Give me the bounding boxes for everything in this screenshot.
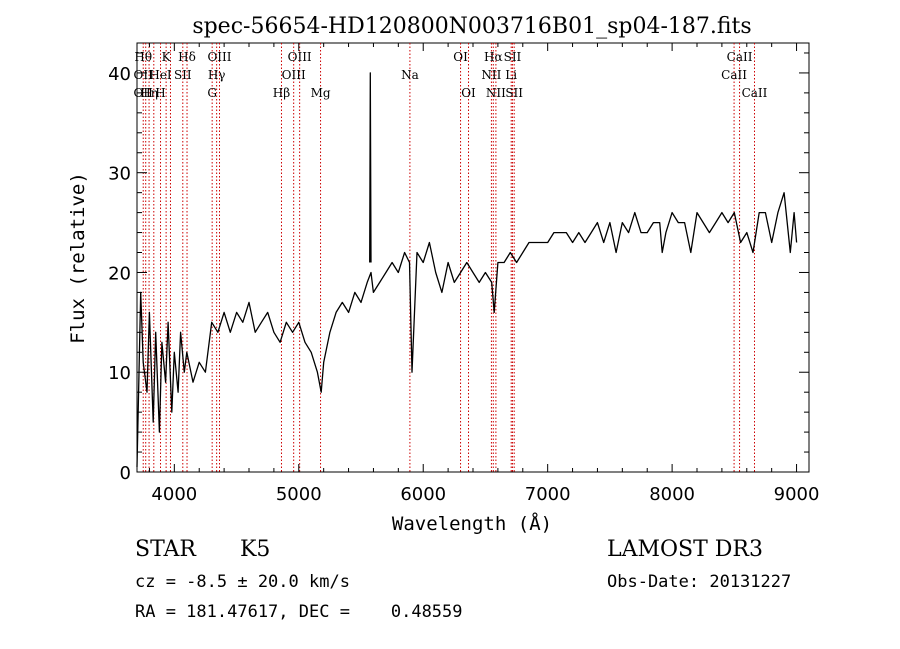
emission-line-markers [142,43,755,472]
line-marker-label: SII [504,50,522,64]
line-marker-label: Na [401,68,419,82]
x-tick-label: 7000 [525,484,571,505]
y-tick-label: 30 [108,164,131,185]
line-marker-label: Hβ [273,86,290,100]
x-tick-label: 6000 [400,484,446,505]
x-axis-label: Wavelength (Å) [392,512,552,535]
survey-name: LAMOST DR3 [607,537,763,562]
line-marker-label: OII [134,68,154,82]
y-tick-label: 10 [108,363,131,384]
line-marker-label: OII [134,86,154,100]
object-class: STAR [135,537,196,562]
line-marker-label: CaII [721,68,747,82]
line-marker-label: OI [453,50,468,64]
y-axis: 0 10 20 30 40 [108,52,809,484]
line-marker-label: Li [505,68,517,82]
x-tick-label: 5000 [276,484,322,505]
line-marker-label: G [207,86,217,100]
line-marker-label: SII [174,68,192,82]
line-marker-label: OIII [282,68,306,82]
emission-line-labels: HθOIIOIIHηHeIHKSIIHδGHγOIIIHβOIIIOIIIMgN… [134,50,768,100]
line-marker-label: Hα [484,50,503,64]
line-marker-label: H [155,86,165,100]
y-axis-label: Flux (relative) [67,172,89,344]
line-marker-label: CaII [742,86,768,100]
plot-frame [136,42,810,473]
line-marker-label: Mg [311,86,331,100]
line-marker-label: Hη [140,86,158,100]
chart-title: spec-56654-HD120800N003716B01_sp04-187.f… [192,14,751,39]
line-marker-label: SII [505,86,523,100]
x-tick-label: 9000 [774,484,820,505]
x-tick-label: 4000 [151,484,197,505]
line-marker-label: Hθ [134,50,152,64]
line-marker-label: OIII [207,50,231,64]
line-marker-label: Hδ [178,50,196,64]
spectrum-line-spectrum [136,192,798,468]
y-tick-label: 20 [108,263,131,284]
line-marker-label: NII [481,68,501,82]
line-marker-label: OI [461,86,476,100]
spectrum-series [136,72,798,468]
line-marker-label: OIII [288,50,312,64]
line-marker-label: Hγ [208,68,226,82]
line-marker-label: NII [486,86,506,100]
y-tick-label: 0 [120,463,131,484]
subclass: K5 [240,537,271,562]
x-axis: 4000 5000 6000 7000 8000 9000 [148,43,820,505]
spectrum-line-spike [369,72,372,263]
redshift-info: cz = -8.5 ± 20.0 km/s [135,572,350,592]
x-tick-label: 8000 [649,484,695,505]
coordinates: RA = 181.47617, DEC = 0.48559 [135,602,463,622]
obs-date: Obs-Date: 20131227 [607,572,792,592]
line-marker-label: K [162,50,172,64]
line-marker-label: CaII [727,50,753,64]
line-marker-label: HeI [149,68,172,82]
y-tick-label: 40 [108,64,131,85]
